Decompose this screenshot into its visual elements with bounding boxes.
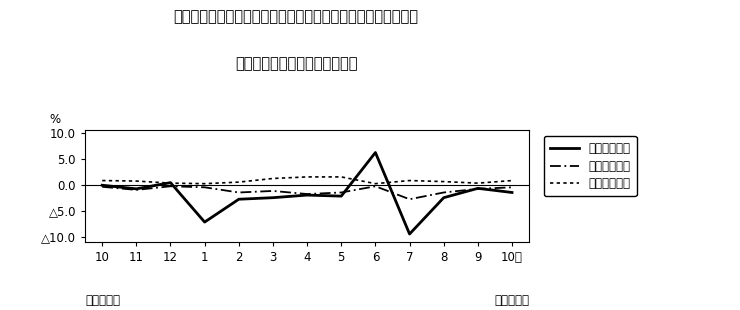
Line: 現金給与総額: 現金給与総額 [102, 153, 512, 234]
常用雇用指数 [440, 180, 448, 184]
常用雇用指数 [269, 177, 278, 180]
常用雇用指数 [337, 175, 346, 179]
総実労働時間 [303, 192, 312, 196]
総実労働時間 [201, 185, 209, 189]
現金給与総額 [371, 151, 380, 154]
Text: 平成２４年: 平成２４年 [494, 294, 529, 307]
Text: 平成２３年: 平成２３年 [85, 294, 120, 307]
総実労働時間 [405, 197, 414, 201]
現金給与総額 [235, 197, 243, 201]
現金給与総額 [440, 196, 448, 200]
総実労働時間 [98, 185, 107, 189]
常用雇用指数 [474, 181, 482, 185]
現金給与総額 [201, 220, 209, 224]
総実労働時間 [235, 191, 243, 194]
常用雇用指数 [303, 175, 312, 179]
現金給与総額 [405, 232, 414, 236]
Line: 常用雇用指数: 常用雇用指数 [102, 177, 512, 184]
総実労働時間 [371, 184, 380, 188]
常用雇用指数 [201, 182, 209, 185]
総実労働時間 [166, 184, 175, 188]
常用雇用指数 [371, 182, 380, 185]
Line: 総実労働時間: 総実労働時間 [102, 186, 512, 199]
現金給与総額 [166, 181, 175, 184]
総実労働時間 [474, 187, 482, 191]
常用雇用指数 [508, 179, 517, 182]
Text: 第４図　賃金、労働時間、常用雇用指数　対前年同月比の推移: 第４図 賃金、労働時間、常用雇用指数 対前年同月比の推移 [173, 9, 419, 24]
Text: %: % [50, 113, 61, 126]
総実労働時間 [337, 191, 346, 194]
総実労働時間 [440, 191, 448, 194]
常用雇用指数 [132, 179, 141, 183]
現金給与総額 [269, 196, 278, 200]
常用雇用指数 [235, 180, 243, 184]
常用雇用指数 [166, 181, 175, 185]
現金給与総額 [132, 187, 141, 191]
常用雇用指数 [98, 179, 107, 182]
現金給与総額 [303, 193, 312, 197]
現金給与総額 [98, 183, 107, 187]
現金給与総額 [474, 187, 482, 190]
現金給与総額 [337, 194, 346, 198]
総実労働時間 [132, 188, 141, 192]
総実労働時間 [269, 189, 278, 193]
総実労働時間 [508, 185, 517, 189]
Legend: 現金給与総額, 総実労働時間, 常用雇用指数: 現金給与総額, 総実労働時間, 常用雇用指数 [544, 136, 636, 196]
現金給与総額 [508, 191, 517, 194]
常用雇用指数 [405, 179, 414, 182]
Text: （規模５人以上　調査産業計）: （規模５人以上 調査産業計） [235, 56, 357, 71]
